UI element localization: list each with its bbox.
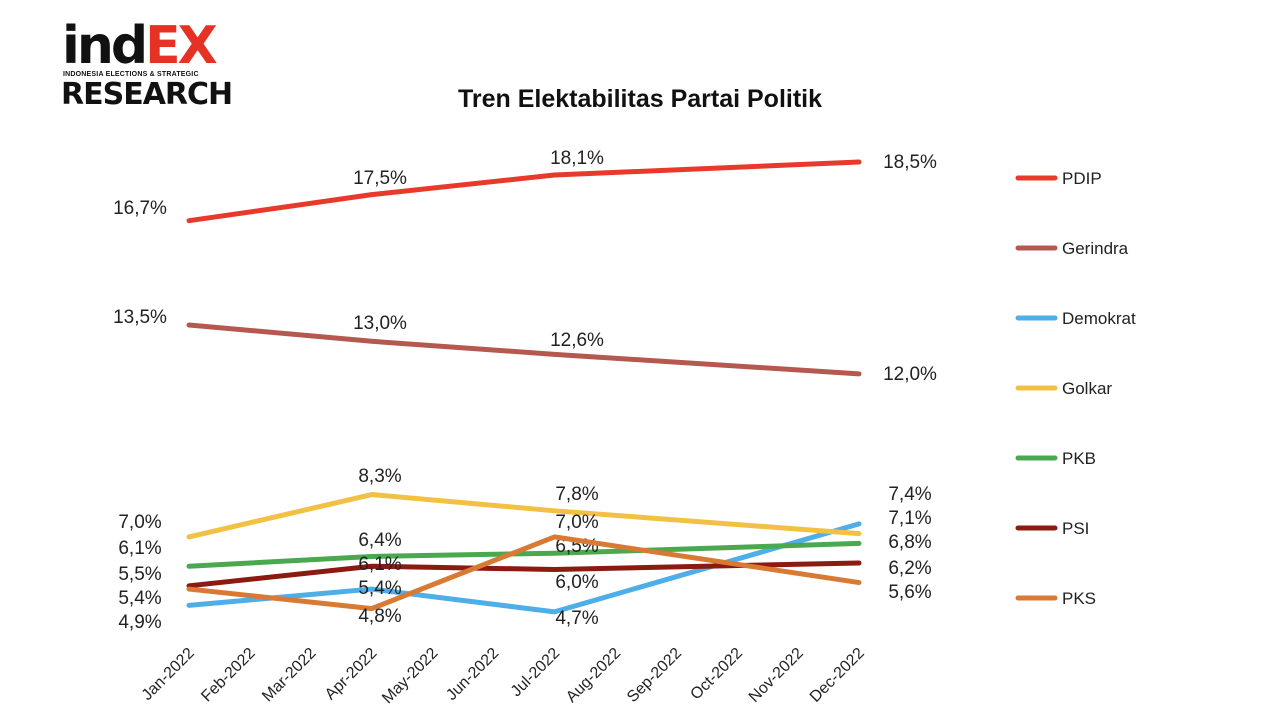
legend-label-gerindra: Gerindra — [1062, 239, 1129, 258]
series-line-gerindra — [186, 322, 862, 377]
logo-wordmark: indEX — [62, 16, 218, 76]
data-label-golkar: 7,8% — [555, 484, 598, 505]
series-line-pkb — [186, 540, 862, 569]
data-label-pdip: 18,1% — [550, 148, 604, 169]
x-tick-label: Apr-2022 — [322, 645, 381, 704]
data-label-pkb: 6,8% — [888, 532, 931, 553]
legend-label-psi: PSI — [1062, 519, 1089, 538]
x-tick-label: Jul-2022 — [508, 645, 563, 700]
data-label-demokrat: 4,9% — [118, 612, 161, 633]
data-label-pks: 5,4% — [118, 588, 161, 609]
x-tick-label: Aug-2022 — [563, 645, 624, 706]
x-tick-label: Oct-2022 — [687, 645, 746, 704]
data-label-demokrat: 7,4% — [888, 484, 931, 505]
x-tick-label: Sep-2022 — [624, 645, 685, 706]
data-label-pks: 7,0% — [555, 512, 598, 533]
data-label-gerindra: 12,0% — [883, 364, 937, 385]
legend-label-pkb: PKB — [1062, 449, 1096, 468]
data-label-pdip: 16,7% — [113, 198, 167, 219]
chart-title: Tren Elektabilitas Partai Politik — [457, 85, 823, 113]
legend-label-demokrat: Demokrat — [1062, 309, 1136, 328]
series-line-psi — [186, 560, 862, 589]
x-tick-label: Jun-2022 — [443, 645, 502, 704]
x-tick-label: Nov-2022 — [746, 645, 807, 706]
data-label-pdip: 17,5% — [353, 168, 407, 189]
logo-research: RESEARCH — [61, 77, 233, 112]
data-label-pkb: 6,1% — [118, 538, 161, 559]
data-label-demokrat: 4,7% — [555, 608, 598, 629]
data-label-psi: 6,0% — [555, 572, 598, 593]
data-label-golkar: 7,0% — [118, 512, 161, 533]
x-tick-label: May-2022 — [379, 645, 441, 707]
legend-label-pks: PKS — [1062, 589, 1096, 608]
series-line-pks — [186, 534, 862, 612]
data-label-gerindra: 12,6% — [550, 330, 604, 351]
data-label-gerindra: 13,0% — [353, 313, 407, 334]
legend-label-pdip: PDIP — [1062, 169, 1102, 188]
x-tick-label: Jan-2022 — [139, 645, 198, 704]
data-label-gerindra: 13,5% — [113, 307, 167, 328]
data-label-psi: 5,5% — [118, 564, 161, 585]
data-label-pks: 5,6% — [888, 582, 931, 603]
series-line-golkar — [186, 492, 862, 540]
logo-subtitle: INDONESIA ELECTIONS & STRATEGIC — [63, 71, 199, 78]
data-label-pdip: 18,5% — [883, 152, 937, 173]
series-line-pdip — [186, 159, 862, 224]
index-research-logo: indEX INDONESIA ELECTIONS & STRATEGIC RE… — [60, 16, 255, 114]
x-tick-label: Mar-2022 — [259, 645, 320, 706]
data-label-golkar: 8,3% — [358, 466, 401, 487]
data-label-psi: 6,2% — [888, 558, 931, 579]
x-tick-label: Dec-2022 — [807, 645, 868, 706]
x-tick-label: Feb-2022 — [198, 645, 259, 706]
data-label-pks: 4,8% — [358, 606, 401, 627]
legend-label-golkar: Golkar — [1062, 379, 1112, 398]
data-label-golkar: 7,1% — [888, 508, 931, 529]
data-label-pkb: 6,4% — [358, 530, 401, 551]
data-label-psi: 6,1% — [358, 554, 401, 575]
data-label-demokrat: 5,4% — [358, 578, 401, 599]
